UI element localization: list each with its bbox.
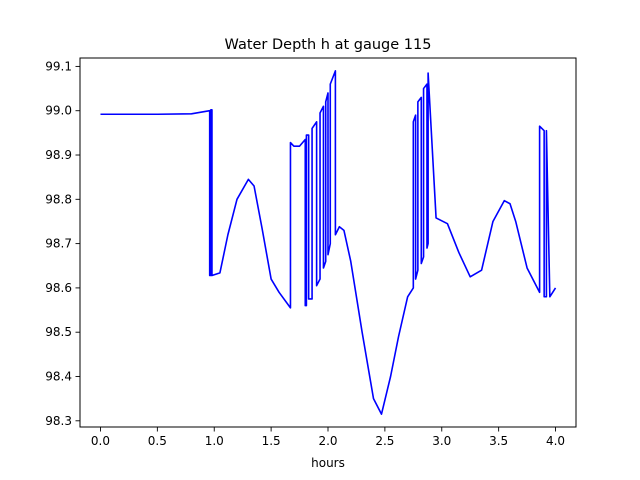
x-axis-label: hours [311, 456, 345, 470]
y-tick-label: 99.1 [45, 59, 72, 73]
x-tick-label: 3.5 [489, 434, 508, 448]
series-layer [100, 70, 557, 415]
y-tick-label: 98.5 [45, 325, 72, 339]
y-tick-label: 98.7 [45, 237, 72, 251]
x-tick-label: 2.5 [375, 434, 394, 448]
x-tick-label: 1.5 [262, 434, 281, 448]
x-tick-label: 2.0 [318, 434, 337, 448]
x-tick-label: 0.5 [148, 434, 167, 448]
x-axis-ticks: 0.0 0.5 1.0 1.5 2.0 2.5 3.0 3.5 4.0 [91, 427, 565, 448]
x-tick-label: 3.0 [432, 434, 451, 448]
plot-area: 0.0 0.5 1.0 1.5 2.0 2.5 3.0 3.5 4.0 98.3 98.4 98.5… [45, 57, 577, 448]
y-tick-label: 98.8 [45, 192, 72, 206]
x-tick-label: 1.0 [205, 434, 224, 448]
y-tick-label: 99.0 [45, 104, 72, 118]
y-tick-label: 98.6 [45, 281, 72, 295]
chart-title: Water Depth h at gauge 115 [225, 37, 432, 53]
y-axis-ticks: 98.3 98.4 98.5 98.6 98.7 98.8 98.9 99.0 99.1 [45, 59, 80, 428]
x-tick-label: 4.0 [546, 434, 565, 448]
y-tick-label: 98.9 [45, 148, 72, 162]
series-line [100, 70, 557, 415]
y-tick-label: 98.3 [45, 414, 72, 428]
x-tick-label: 0.0 [91, 434, 110, 448]
y-tick-label: 98.4 [45, 370, 72, 384]
